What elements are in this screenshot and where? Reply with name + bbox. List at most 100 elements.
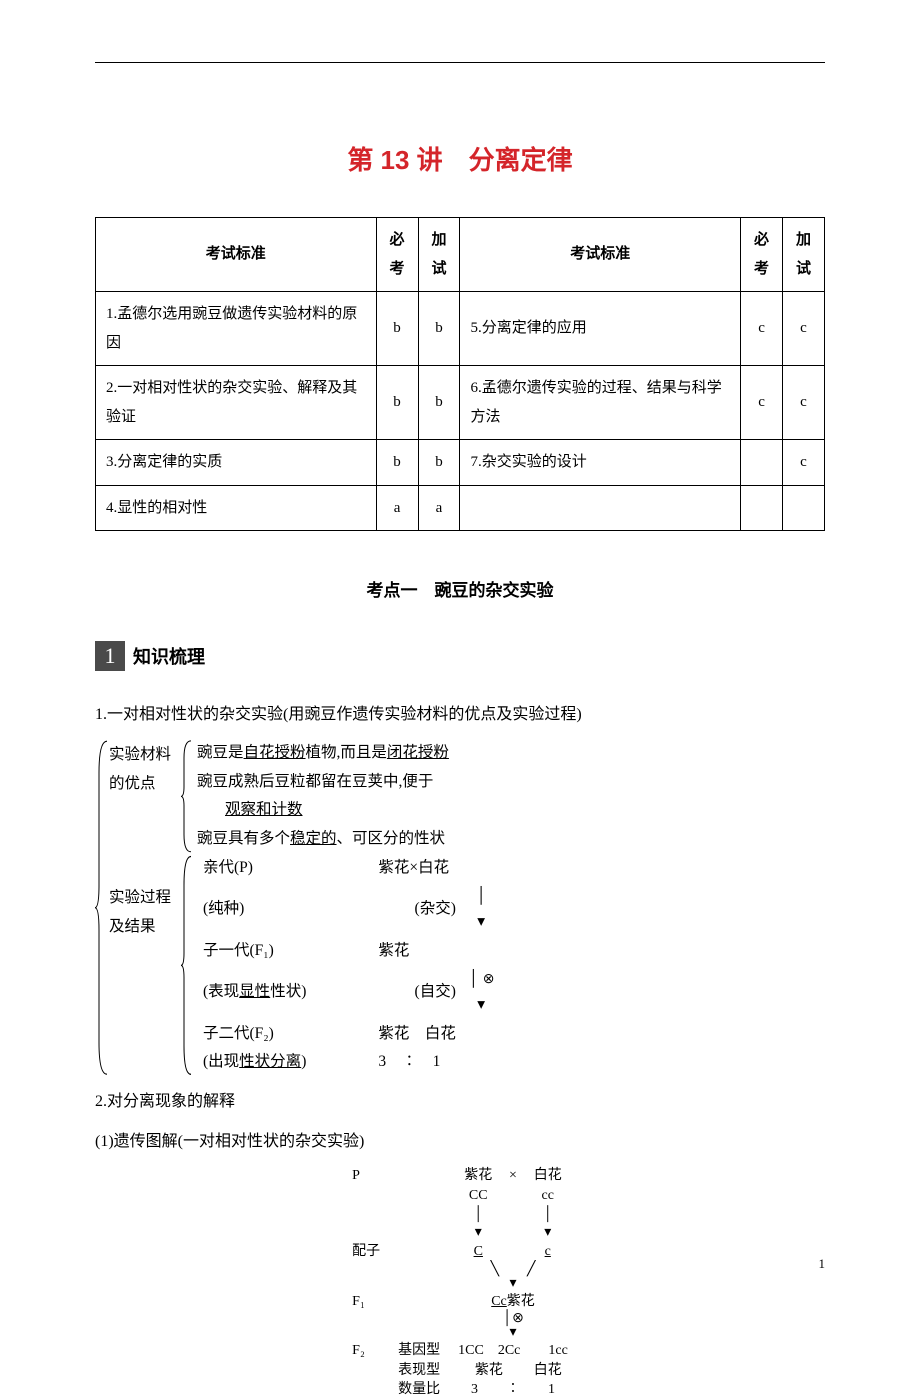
gen-cell: 紫花 (454, 1361, 523, 1381)
td: 3.分离定律的实质 (96, 440, 377, 486)
self-symbol: ⊗ (512, 1311, 524, 1326)
experiment-row: 实验过程 及结果 亲代(P) 紫花×白花 (纯种) (109, 854, 825, 1077)
u: 显性 (239, 983, 270, 1000)
td: b (418, 292, 460, 366)
gen-cell: c (524, 1242, 572, 1262)
gen-cell: 白花 (524, 1361, 572, 1381)
th: 加试 (783, 218, 825, 292)
experiment-table: 亲代(P) 紫花×白花 (纯种) (杂交) │▾ 子一代(F₁) (197, 854, 500, 1077)
down-arrow-icon: │▾ (454, 1205, 502, 1242)
exp-cell: 紫花 (372, 937, 462, 965)
table-row: 2.一对相对性状的杂交实验、解释及其验证 b b 6.孟德尔遗传实验的过程、结果… (96, 366, 825, 440)
u: C (474, 1244, 483, 1259)
gen-cell: cc (524, 1186, 572, 1206)
gen-sublabel: 数量比 (394, 1380, 454, 1400)
paragraph: (1)遗传图解(一对相对性状的杂交实验) (95, 1126, 825, 1158)
u: Cc (491, 1294, 507, 1309)
gen-label: P (348, 1166, 394, 1186)
th: 考试标准 (460, 218, 741, 292)
table-row: 1.孟德尔选用豌豆做遗传实验材料的原因 b b 5.分离定律的应用 c c (96, 292, 825, 366)
gen-cell: 1CC 2Cc 1cc (454, 1341, 572, 1361)
table-header-row: 考试标准 必考 加试 考试标准 必考 加试 (96, 218, 825, 292)
gen-cell: 白花 (524, 1166, 572, 1186)
mat-line: 豌豆成熟后豆粒都留在豆荚中,便于 (197, 768, 825, 797)
mat-line: 观察和计数 (197, 796, 825, 825)
td: a (376, 485, 418, 531)
t: 植物,而且是 (306, 744, 387, 761)
td: 6.孟德尔遗传实验的过程、结果与科学方法 (460, 366, 741, 440)
u: 闭花授粉 (387, 744, 449, 761)
exp-cell: 紫花 白花 (372, 1020, 462, 1048)
mat-line: 豌豆是自花授粉植物,而且是闭花授粉 (197, 739, 825, 768)
box-text: 知识梳理 (133, 643, 205, 669)
td: c (741, 366, 783, 440)
exp-cell: (纯种) (197, 882, 312, 937)
cross-icon: × (502, 1166, 523, 1186)
self-cross-icon: │⊗▾ (454, 1311, 572, 1341)
gen-label: 配子 (348, 1242, 394, 1262)
gen-cell: CC (454, 1186, 502, 1206)
th: 必考 (376, 218, 418, 292)
exp-cell: 子二代(F₂) (197, 1020, 312, 1048)
mat-line: 豌豆具有多个稳定的、可区分的性状 (197, 825, 825, 854)
td: a (418, 485, 460, 531)
exp-cell: (表现显性性状) (197, 965, 312, 1020)
td: c (783, 366, 825, 440)
u: 自花授粉 (244, 744, 306, 761)
exp-cell: 亲代(P) (197, 854, 312, 882)
box-number: 1 (95, 641, 125, 671)
t: (表现 (203, 983, 239, 1000)
gen-cell: 紫花 (454, 1166, 502, 1186)
exp-cell: 3 ∶ 1 (372, 1048, 462, 1076)
t: (出现 (203, 1053, 239, 1070)
experiment-content: 亲代(P) 紫花×白花 (纯种) (杂交) │▾ 子一代(F₁) (193, 854, 825, 1077)
gen-sublabel: 表现型 (394, 1361, 454, 1381)
td: 4.显性的相对性 (96, 485, 377, 531)
top-rule (95, 62, 825, 63)
td: b (376, 440, 418, 486)
section-heading: 考点一 豌豆的杂交实验 (95, 576, 825, 601)
page-number: 1 (819, 1256, 826, 1272)
title-block: 第 13 讲 分离定律 (95, 140, 825, 177)
td: 1.孟德尔选用豌豆做遗传实验材料的原因 (96, 292, 377, 366)
gen-label: F₂ (348, 1341, 394, 1361)
td: c (741, 292, 783, 366)
label-line: 实验过程 (109, 889, 171, 906)
td: 7.杂交实验的设计 (460, 440, 741, 486)
gen-sublabel: 基因型 (394, 1341, 454, 1361)
t: 豌豆是 (197, 744, 244, 761)
experiment-label: 实验过程 及结果 (109, 854, 181, 1077)
exp-cell: (自交) (372, 965, 462, 1020)
t: ) (301, 1053, 306, 1070)
td: 2.一对相对性状的杂交实验、解释及其验证 (96, 366, 377, 440)
inner-brace-icon (181, 854, 193, 1077)
u: c (545, 1244, 551, 1259)
down-arrow-icon: │▾ (462, 882, 501, 937)
td (783, 485, 825, 531)
td: c (783, 292, 825, 366)
exp-cell: (杂交) (372, 882, 462, 937)
td: b (418, 366, 460, 440)
u: 观察和计数 (225, 801, 303, 818)
inner-brace-icon (181, 739, 193, 854)
td: c (783, 440, 825, 486)
outer-brace-icon (95, 739, 109, 1076)
materials-label: 实验材料 的优点 (109, 739, 181, 854)
paragraph: 1.一对相对性状的杂交实验(用豌豆作遗传实验材料的优点及实验过程) (95, 699, 825, 731)
t: 豌豆具有多个 (197, 830, 290, 847)
page-title: 第 13 讲 分离定律 (347, 145, 572, 175)
gen-cell: 3 ∶ 1 (454, 1380, 572, 1400)
u: 稳定的 (290, 830, 337, 847)
materials-row: 实验材料 的优点 豌豆是自花授粉植物,而且是闭花授粉 豌豆成熟后豆粒都留在豆荚中… (109, 739, 825, 854)
td: b (418, 440, 460, 486)
materials-content: 豌豆是自花授粉植物,而且是闭花授粉 豌豆成熟后豆粒都留在豆荚中,便于 观察和计数… (193, 739, 825, 854)
merge-arrows-icon: ╲ ╱▾ (454, 1262, 572, 1292)
table-row: 4.显性的相对性 a a (96, 485, 825, 531)
t: 性状) (270, 983, 306, 1000)
box-label: 1 知识梳理 (95, 641, 205, 671)
exp-cell: 子一代(F₁) (197, 937, 312, 965)
t: 、可区分的性状 (337, 830, 446, 847)
td (741, 440, 783, 486)
exp-cell: (出现性状分离) (197, 1048, 312, 1076)
brace-diagram: 实验材料 的优点 豌豆是自花授粉植物,而且是闭花授粉 豌豆成熟后豆粒都留在豆荚中… (95, 739, 825, 1076)
